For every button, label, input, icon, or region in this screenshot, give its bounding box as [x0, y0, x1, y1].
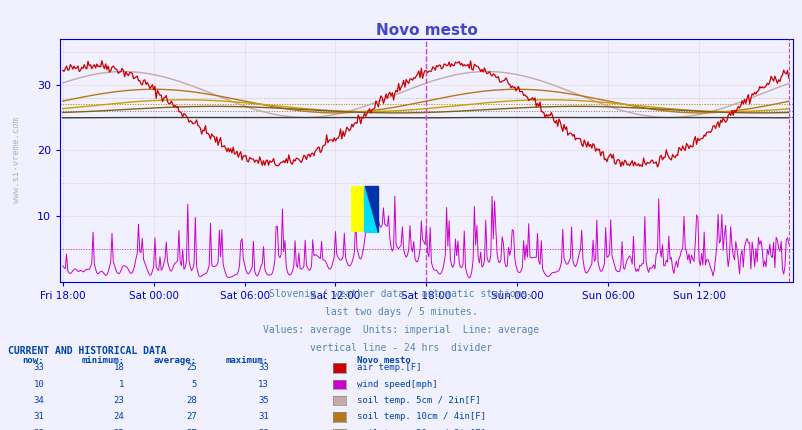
- Text: 33: 33: [258, 363, 269, 372]
- Text: 31: 31: [34, 412, 44, 421]
- Polygon shape: [364, 187, 378, 232]
- Bar: [350, 187, 364, 232]
- Title: Novo mesto: Novo mesto: [375, 22, 476, 37]
- Text: Values: average  Units: imperial  Line: average: Values: average Units: imperial Line: av…: [263, 325, 539, 335]
- Text: last two days / 5 minutes.: last two days / 5 minutes.: [325, 307, 477, 317]
- Text: maximum:: maximum:: [225, 356, 269, 365]
- Text: 13: 13: [258, 380, 269, 389]
- Text: 31: 31: [258, 412, 269, 421]
- Text: minimum:: minimum:: [81, 356, 124, 365]
- Text: 25: 25: [114, 429, 124, 430]
- Text: 18: 18: [114, 363, 124, 372]
- Text: CURRENT AND HISTORICAL DATA: CURRENT AND HISTORICAL DATA: [8, 346, 167, 356]
- Text: 25: 25: [186, 363, 196, 372]
- Text: wind speed[mph]: wind speed[mph]: [357, 380, 437, 389]
- Text: 27: 27: [186, 429, 196, 430]
- Text: 27: 27: [186, 412, 196, 421]
- Text: 24: 24: [114, 412, 124, 421]
- Text: Slovenia / weather data - automatic stations.: Slovenia / weather data - automatic stat…: [269, 289, 533, 299]
- Text: 10: 10: [34, 380, 44, 389]
- Text: soil temp. 5cm / 2in[F]: soil temp. 5cm / 2in[F]: [357, 396, 480, 405]
- Polygon shape: [364, 187, 378, 232]
- Text: 28: 28: [186, 396, 196, 405]
- Text: 28: 28: [258, 429, 269, 430]
- Text: Novo mesto: Novo mesto: [357, 356, 411, 365]
- Text: soil temp. 20cm / 8in[F]: soil temp. 20cm / 8in[F]: [357, 429, 486, 430]
- Text: www.si-vreme.com: www.si-vreme.com: [12, 117, 21, 203]
- Text: average:: average:: [153, 356, 196, 365]
- Text: vertical line - 24 hrs  divider: vertical line - 24 hrs divider: [310, 343, 492, 353]
- Text: now:: now:: [22, 356, 44, 365]
- Text: 34: 34: [34, 396, 44, 405]
- Text: air temp.[F]: air temp.[F]: [357, 363, 421, 372]
- Text: 28: 28: [34, 429, 44, 430]
- Text: 35: 35: [258, 396, 269, 405]
- Text: 33: 33: [34, 363, 44, 372]
- Text: 23: 23: [114, 396, 124, 405]
- Text: soil temp. 10cm / 4in[F]: soil temp. 10cm / 4in[F]: [357, 412, 486, 421]
- Text: 1: 1: [119, 380, 124, 389]
- Text: 5: 5: [191, 380, 196, 389]
